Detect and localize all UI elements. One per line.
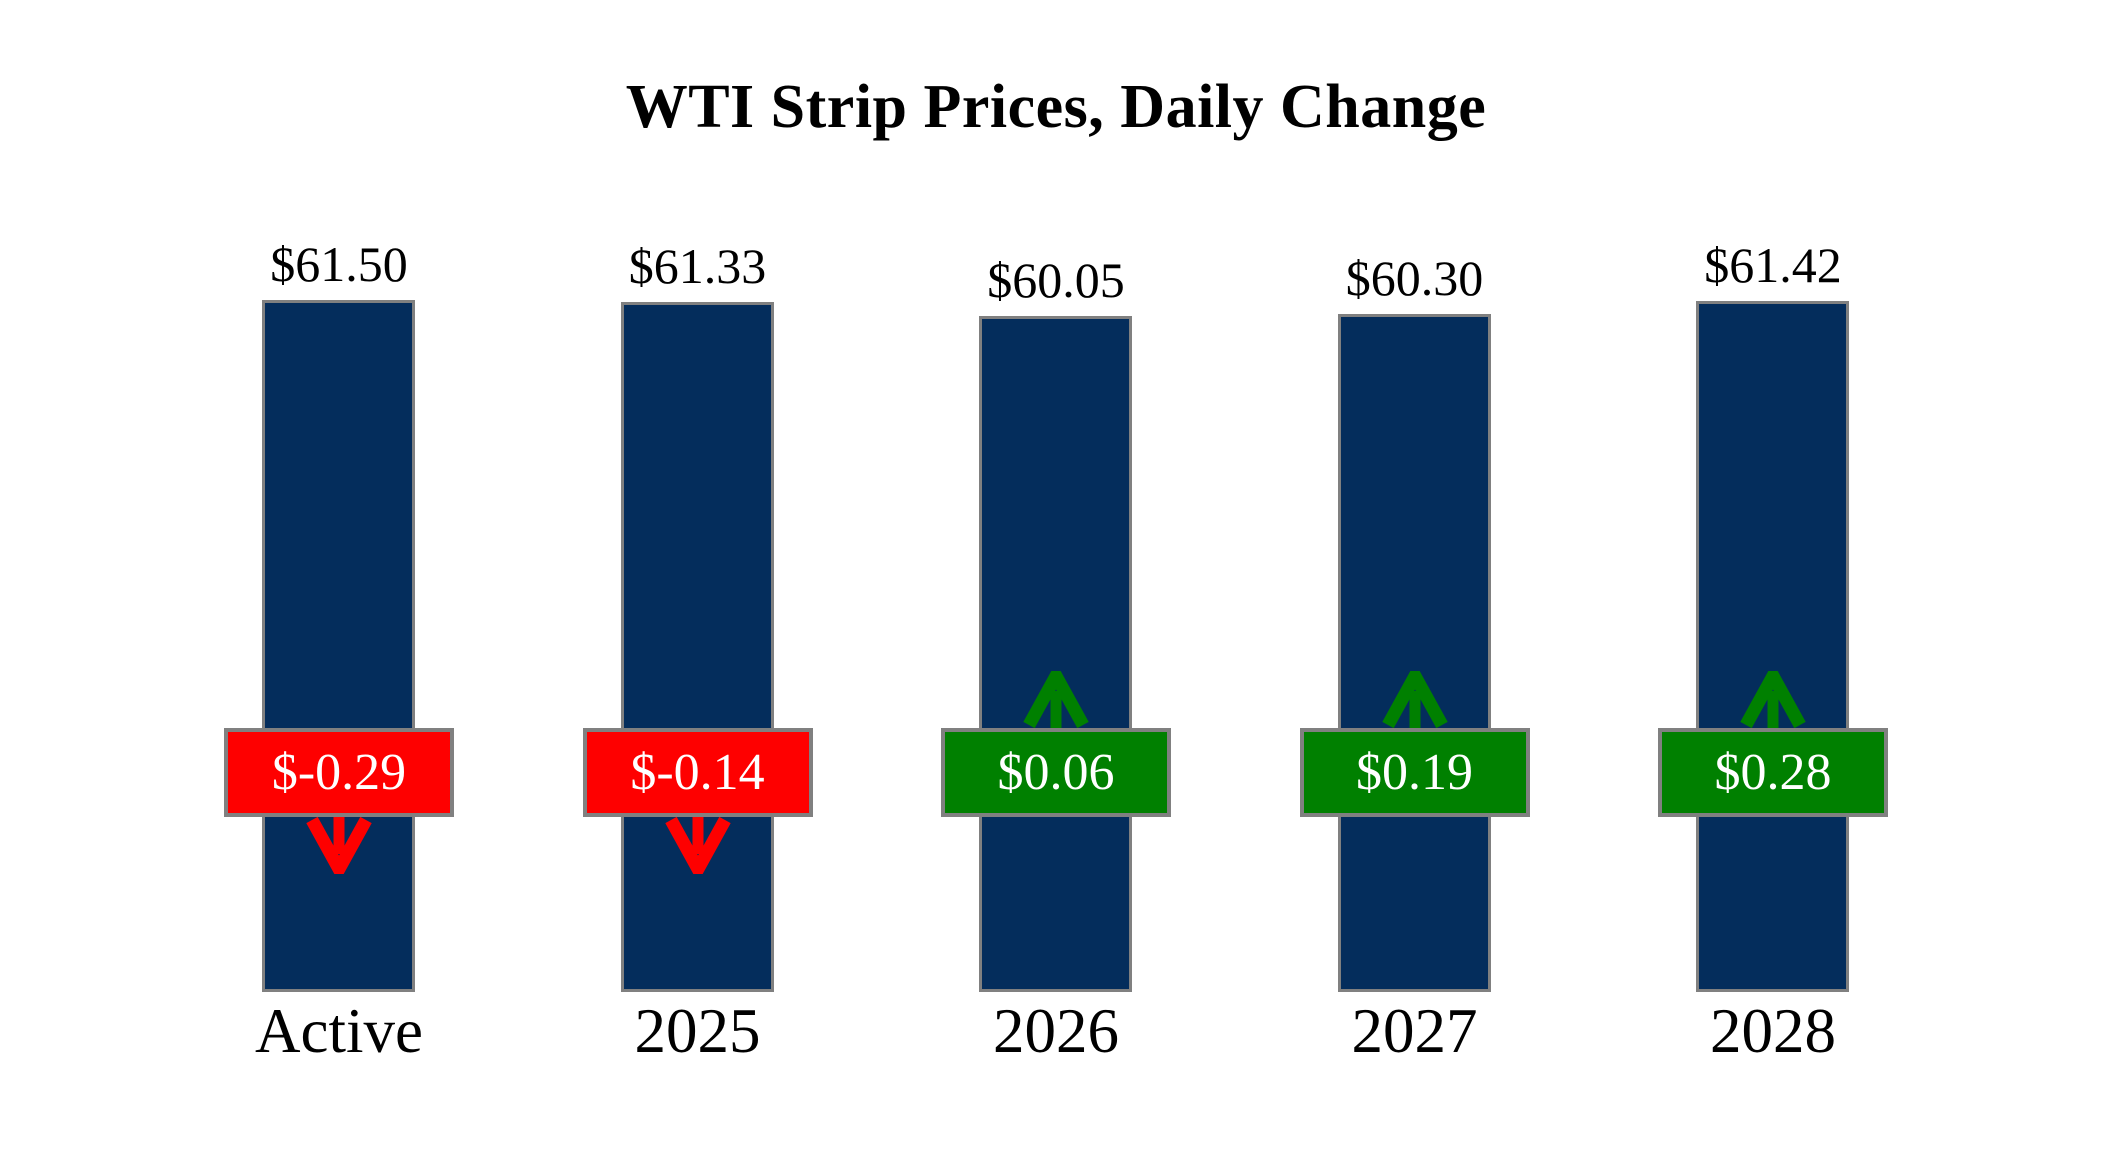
price-label: $61.42 (1704, 237, 1842, 293)
bar-column: $60.30 $0.19 2027 (1236, 0, 1594, 1152)
daily-change-badge: $-0.29 (224, 728, 454, 817)
chart-title: WTI Strip Prices, Daily Change (625, 73, 1487, 141)
category-label: 2025 (634, 996, 761, 1066)
price-label: $60.05 (987, 252, 1125, 308)
up-arrow-icon (1378, 671, 1452, 729)
daily-change-badge: $0.28 (1658, 728, 1888, 817)
bar-column: $61.42 $0.28 2028 (1594, 0, 1952, 1152)
daily-change-badge: $-0.14 (582, 728, 813, 817)
price-bar (620, 302, 774, 992)
price-label: $61.33 (628, 238, 767, 294)
category-label: 2028 (1710, 996, 1836, 1066)
up-arrow-icon (1736, 671, 1810, 729)
category-label: 2027 (1351, 996, 1478, 1066)
category-label: Active (255, 996, 423, 1066)
price-bar (262, 300, 415, 992)
price-bar (1696, 301, 1849, 992)
price-label: $61.50 (270, 236, 408, 292)
down-arrow-icon (661, 816, 735, 874)
daily-change-badge: $0.19 (1299, 728, 1530, 817)
category-label: 2026 (993, 996, 1119, 1066)
up-arrow-icon (1019, 671, 1093, 729)
bar-column: $61.50 $-0.29 Active (160, 0, 518, 1152)
bar-column: $60.05 $0.06 2026 (877, 0, 1235, 1152)
bar-column: $61.33 $-0.14 2025 (519, 0, 877, 1152)
price-bar (979, 316, 1132, 992)
down-arrow-icon (302, 816, 376, 874)
daily-change-badge: $0.06 (941, 728, 1171, 817)
price-label: $60.30 (1345, 250, 1484, 306)
price-bar (1337, 314, 1491, 992)
